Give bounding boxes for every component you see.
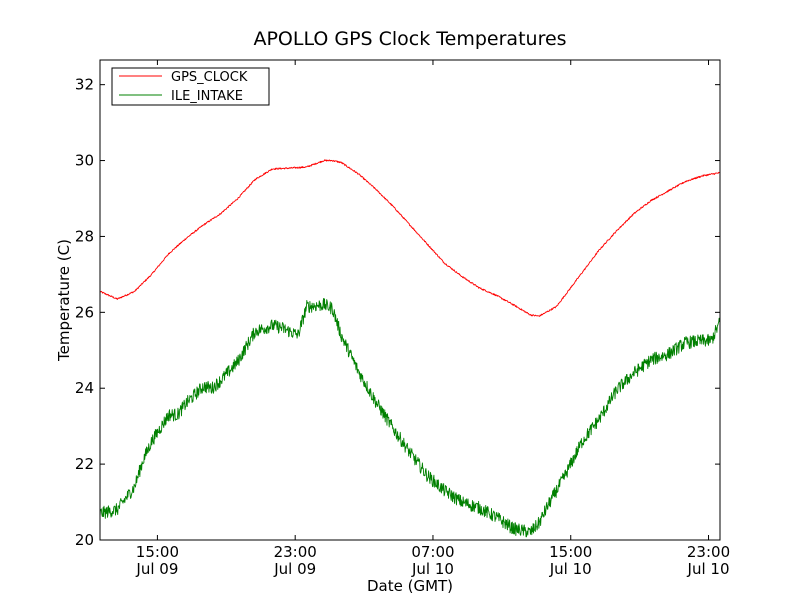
plot-area [100,60,720,540]
plot-frame [99,59,721,541]
x-tick-label-time: 23:00 [274,543,317,561]
x-tick-label-date: Jul 10 [411,560,454,578]
y-tick-label: 22 [75,455,94,473]
y-tick-label: 28 [75,227,94,245]
x-tick-label-time: 15:00 [136,543,179,561]
series-line-ile-intake [100,298,720,538]
x-tick-label-time: 15:00 [549,543,592,561]
legend-label-ile-intake: ILE_INTAKE [171,89,243,104]
y-tick-label: 20 [75,531,94,549]
x-axis-label: Date (GMT) [367,577,453,595]
x-tick-label-date: Jul 10 [687,560,730,578]
legend-label-gps-clock: GPS_CLOCK [171,70,248,85]
y-tick-label: 24 [75,379,94,397]
y-tick-label: 32 [75,76,94,94]
series-layer [100,159,720,538]
x-tick-label-date: Jul 10 [549,560,592,578]
x-tick-label-date: Jul 09 [273,560,316,578]
x-tick-label-time: 23:00 [687,543,730,561]
y-tick-label: 30 [75,152,94,170]
legend-box [111,67,270,106]
x-tick-label-date: Jul 09 [135,560,178,578]
legend: GPS_CLOCK ILE_INTAKE [111,67,270,106]
series-line-gps-clock [100,159,720,317]
y-tick-label: 26 [75,303,94,321]
chart-title: APOLLO GPS Clock Temperatures [253,28,566,50]
y-axis-label: Temperature (C) [55,239,73,362]
x-tick-label-time: 07:00 [411,543,454,561]
